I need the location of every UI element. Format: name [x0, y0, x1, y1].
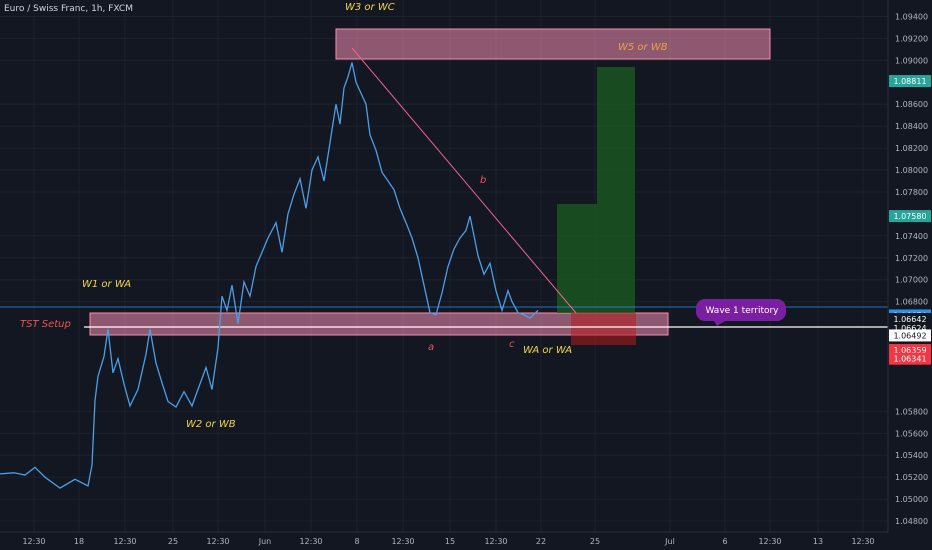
y-tick-label: 1.05800 [895, 407, 928, 416]
price-badge-bg [889, 210, 931, 223]
price-badge: 1.06492 [889, 329, 931, 342]
price-badge: 1.07580 [889, 210, 931, 223]
wave1-badge-label: Wave 1 territory [705, 306, 779, 316]
x-tick-label: Jun [258, 537, 272, 546]
x-tick-label: 8 [354, 537, 359, 546]
annotation-b: b [480, 175, 486, 186]
x-tick-label: 18 [74, 537, 84, 546]
y-tick-label: 1.07800 [895, 188, 928, 197]
price-badge-bg [889, 75, 931, 88]
tst-setup-zone[interactable] [89, 312, 669, 336]
x-tick-label: Jul [664, 537, 675, 546]
y-tick-label: 1.05600 [895, 429, 928, 438]
trendline[interactable] [351, 47, 577, 314]
annotation-w2: W2 or WB [186, 419, 236, 430]
wave1-badge-bubble [696, 299, 786, 326]
price-badge-text: 1.06642 [893, 315, 926, 324]
x-tick-label: 15 [445, 537, 455, 546]
x-tick-label: 25 [590, 537, 600, 546]
chart-title: Euro / Swiss Franc, 1h, FXCM [4, 4, 133, 14]
time-axis[interactable]: 12:30 18 12:30 25 12:30 Jun 12:30 8 12:30 15 12:30… [22, 537, 874, 546]
price-badge: 1.08811 [889, 75, 931, 88]
x-tick-label: 12:30 [851, 537, 874, 546]
y-tick-label: 1.08600 [895, 100, 928, 109]
y-tick-label: 1.05400 [895, 451, 928, 460]
x-tick-label: 22 [536, 537, 546, 546]
price-axis-labels: 1.088111.075801.0667430:241.066421.06624… [889, 75, 931, 365]
x-tick-label: 12:30 [484, 537, 507, 546]
y-tick-label: 1.08400 [895, 122, 928, 131]
y-tick-label: 1.05200 [895, 473, 928, 482]
x-tick-label: 13 [813, 537, 823, 546]
y-tick-label: 1.08200 [895, 144, 928, 153]
price-axis[interactable]: 1.09400 1.09200 1.09000 1.08600 1.08400 1.082… [895, 12, 928, 526]
y-tick-label: 1.09000 [895, 56, 928, 65]
annotation-w1: W1 or WA [82, 279, 131, 290]
price-badge-text: 1.06341 [893, 355, 926, 364]
price-badge: 1.06341 [889, 352, 931, 365]
y-tick-label: 1.09400 [895, 12, 928, 21]
position-stop-red[interactable] [571, 313, 636, 345]
annotation-w3: W3 or WC [345, 2, 395, 13]
price-badge-text: 1.08811 [893, 77, 926, 86]
position-target-green-tall[interactable] [597, 67, 635, 313]
price-badge-text: 1.07580 [893, 212, 926, 221]
y-tick-label: 1.05000 [895, 495, 928, 504]
x-tick-label: 12:30 [22, 537, 45, 546]
annotation-wave-end: WA or WA [523, 345, 572, 356]
x-tick-label: 12:30 [391, 537, 414, 546]
x-tick-label: 12:30 [113, 537, 136, 546]
annotation-a: a [428, 342, 434, 353]
y-tick-label: 1.07200 [895, 254, 928, 263]
y-tick-label: 1.06800 [895, 298, 928, 307]
y-tick-label: 1.04800 [895, 517, 928, 526]
grid [0, 0, 888, 532]
wave1-territory-badge[interactable]: Wave 1 territory [696, 299, 786, 326]
annotation-w5: W5 or WB [618, 42, 668, 53]
price-badge-bg [889, 352, 931, 365]
x-tick-label: 12:30 [758, 537, 781, 546]
x-tick-label: 6 [722, 537, 727, 546]
w5-target-zone[interactable] [335, 28, 771, 60]
y-tick-label: 1.07000 [895, 276, 928, 285]
y-tick-label: 1.08000 [895, 166, 928, 175]
price-badge-bg [889, 329, 931, 342]
x-tick-label: 12:30 [206, 537, 229, 546]
annotation-c: c [509, 339, 515, 350]
price-badge-text: 1.06359 [893, 346, 926, 355]
position-target-green-short[interactable] [557, 204, 597, 313]
x-tick-label: 12:30 [299, 537, 322, 546]
y-tick-label: 1.09200 [895, 34, 928, 43]
price-badge-text: 1.06624 [893, 324, 926, 333]
price-badge-text: 1.06492 [893, 331, 926, 340]
price-series-line [0, 62, 539, 489]
x-tick-label: 25 [168, 537, 178, 546]
y-tick-label: 1.07400 [895, 232, 928, 241]
annotation-tst-setup: TST Setup [20, 319, 71, 330]
